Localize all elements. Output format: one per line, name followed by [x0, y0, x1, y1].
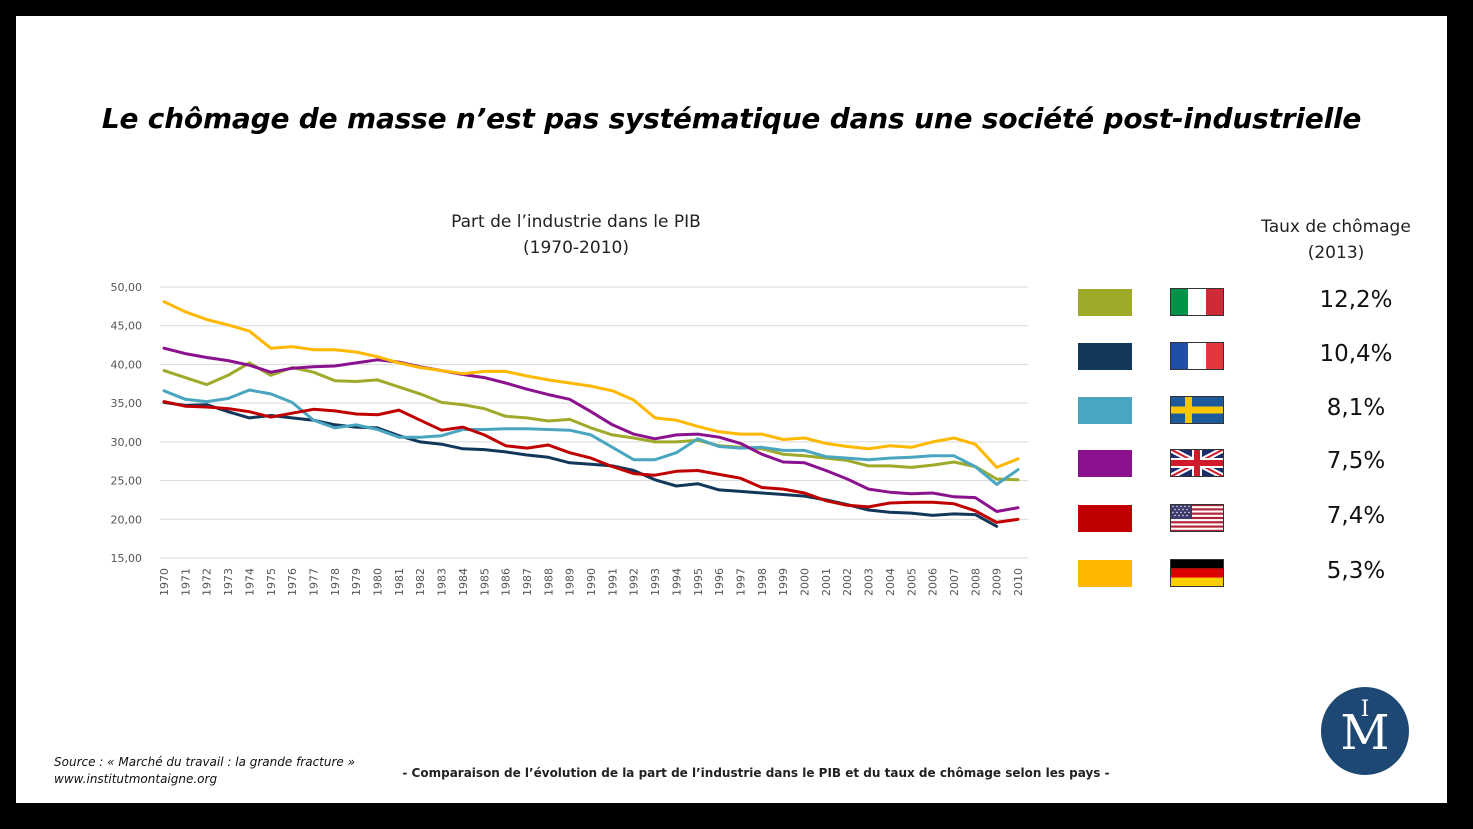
- unemployment-rate-italy: 12,2%: [1319, 287, 1393, 313]
- y-axis-ticks: 15,00 20,00 25,00 30,00 35,00 40,00 45,00 50,00: [111, 281, 143, 565]
- x-tick-label: 1987: [521, 568, 534, 596]
- x-tick-label: 2009: [991, 568, 1004, 596]
- x-tick-label: 1991: [606, 568, 619, 596]
- x-tick-label: 1970: [158, 568, 171, 596]
- italy-flag-icon: [1170, 288, 1224, 316]
- x-tick-label: 1996: [713, 568, 726, 596]
- x-tick-label: 2000: [799, 568, 812, 596]
- slide-frame: Le chômage de masse n’est pas systématiq…: [16, 16, 1447, 803]
- x-tick-label: 1971: [179, 568, 192, 596]
- x-tick-label: 1993: [649, 568, 662, 596]
- x-tick-label: 2005: [905, 568, 918, 596]
- institut-montaigne-logo: M I: [1321, 687, 1409, 775]
- legend-swatch-sweden: [1078, 397, 1132, 424]
- x-tick-label: 1986: [500, 568, 513, 596]
- series-line-3: [162, 346, 1020, 513]
- unemployment-rate-france: 10,4%: [1319, 341, 1393, 367]
- germany-flag-icon: [1170, 559, 1224, 587]
- x-tick-label: 2007: [948, 568, 961, 596]
- x-tick-label: 1985: [478, 568, 491, 596]
- unemployment-title: Taux de chômage: [1261, 217, 1411, 237]
- chart-caption: - Comparaison de l’évolution de la part …: [402, 766, 1110, 780]
- x-tick-label: 2010: [1012, 568, 1025, 596]
- x-tick-label: 2003: [863, 568, 876, 596]
- x-tick-label: 1982: [414, 568, 427, 596]
- legend-row-usa: 7,4%: [1078, 503, 1418, 533]
- x-tick-label: 1973: [222, 568, 235, 596]
- chart-series: [162, 300, 1020, 528]
- series-line-4: [162, 400, 1020, 524]
- x-tick-label: 1983: [436, 568, 449, 596]
- x-tick-label: 1974: [243, 568, 256, 596]
- legend-row-uk: 7,5%: [1078, 448, 1418, 478]
- industry-share-chart: 15,00 20,00 25,00 30,00 35,00 40,00 45,00 50,00…: [111, 281, 1028, 596]
- x-tick-label: 1980: [372, 568, 385, 596]
- source-url: www.institutmontaigne.org: [54, 772, 218, 786]
- legend-swatch-italy: [1078, 289, 1132, 316]
- x-tick-label: 1995: [692, 568, 705, 596]
- chart-gridlines: [160, 286, 1028, 559]
- x-axis-ticks: 1970 1971 1972 1973 1974 1975 1976 1977 1978 1979…: [158, 568, 1025, 596]
- x-tick-label: 1972: [201, 568, 214, 596]
- x-tick-label: 1990: [585, 568, 598, 596]
- x-tick-label: 1977: [307, 568, 320, 596]
- x-tick-label: 1978: [329, 568, 342, 596]
- unemployment-subtitle: (2013): [1307, 243, 1365, 263]
- x-tick-label: 2001: [820, 568, 833, 596]
- series-line-2: [162, 388, 1020, 486]
- y-tick-label: 40,00: [111, 358, 143, 371]
- y-tick-label: 15,00: [111, 552, 143, 565]
- x-tick-label: 1999: [777, 568, 790, 596]
- y-tick-label: 30,00: [111, 436, 143, 449]
- sweden-flag-icon: [1170, 396, 1224, 424]
- uk-flag-icon: [1170, 449, 1224, 477]
- x-tick-label: 1989: [564, 568, 577, 596]
- x-tick-label: 1981: [393, 568, 406, 596]
- legend-swatch-france: [1078, 343, 1132, 370]
- x-tick-label: 1976: [286, 568, 299, 596]
- svg-text:M: M: [1340, 705, 1389, 761]
- source-line: Source : « Marché du travail : la grande…: [54, 755, 356, 769]
- chart-title: Part de l’industrie dans le PIB: [451, 212, 701, 232]
- y-tick-label: 35,00: [111, 397, 143, 410]
- legend-swatch-germany: [1078, 560, 1132, 587]
- series-line-5: [162, 300, 1020, 469]
- usa-flag-icon: [1170, 504, 1224, 532]
- x-tick-label: 2002: [841, 568, 854, 596]
- chart-subtitle: (1970-2010): [523, 238, 629, 258]
- unemployment-rate-uk: 7,5%: [1326, 448, 1386, 474]
- source-note: Source : « Marché du travail : la grande…: [54, 754, 355, 788]
- x-tick-label: 2004: [884, 568, 897, 596]
- france-flag-icon: [1170, 342, 1224, 370]
- unemployment-rate-germany: 5,3%: [1326, 558, 1386, 584]
- legend-row-france: 10,4%: [1078, 341, 1418, 371]
- legend-row-germany: 5,3%: [1078, 558, 1418, 588]
- x-tick-label: 1997: [734, 568, 747, 596]
- x-tick-label: 1979: [350, 568, 363, 596]
- legend-swatch-uk: [1078, 450, 1132, 477]
- x-tick-label: 1984: [457, 568, 470, 596]
- unemployment-rate-usa: 7,4%: [1326, 503, 1386, 529]
- x-tick-label: 1998: [756, 568, 769, 596]
- series-line-0: [162, 361, 1020, 482]
- x-tick-label: 1975: [265, 568, 278, 596]
- y-tick-label: 50,00: [111, 281, 143, 294]
- x-tick-label: 1988: [542, 568, 555, 596]
- y-tick-label: 25,00: [111, 475, 143, 488]
- y-tick-label: 20,00: [111, 513, 143, 526]
- legend-swatch-usa: [1078, 505, 1132, 532]
- x-tick-label: 2008: [969, 568, 982, 596]
- page-title: Le chômage de masse n’est pas systématiq…: [101, 102, 1362, 135]
- x-tick-label: 2006: [927, 568, 940, 596]
- svg-text:I: I: [1361, 697, 1370, 722]
- x-tick-label: 1994: [670, 568, 683, 596]
- legend-row-sweden: 8,1%: [1078, 395, 1418, 425]
- unemployment-rate-sweden: 8,1%: [1326, 395, 1386, 421]
- y-tick-label: 45,00: [111, 320, 143, 333]
- x-tick-label: 1992: [628, 568, 641, 596]
- legend-row-italy: 12,2%: [1078, 287, 1418, 317]
